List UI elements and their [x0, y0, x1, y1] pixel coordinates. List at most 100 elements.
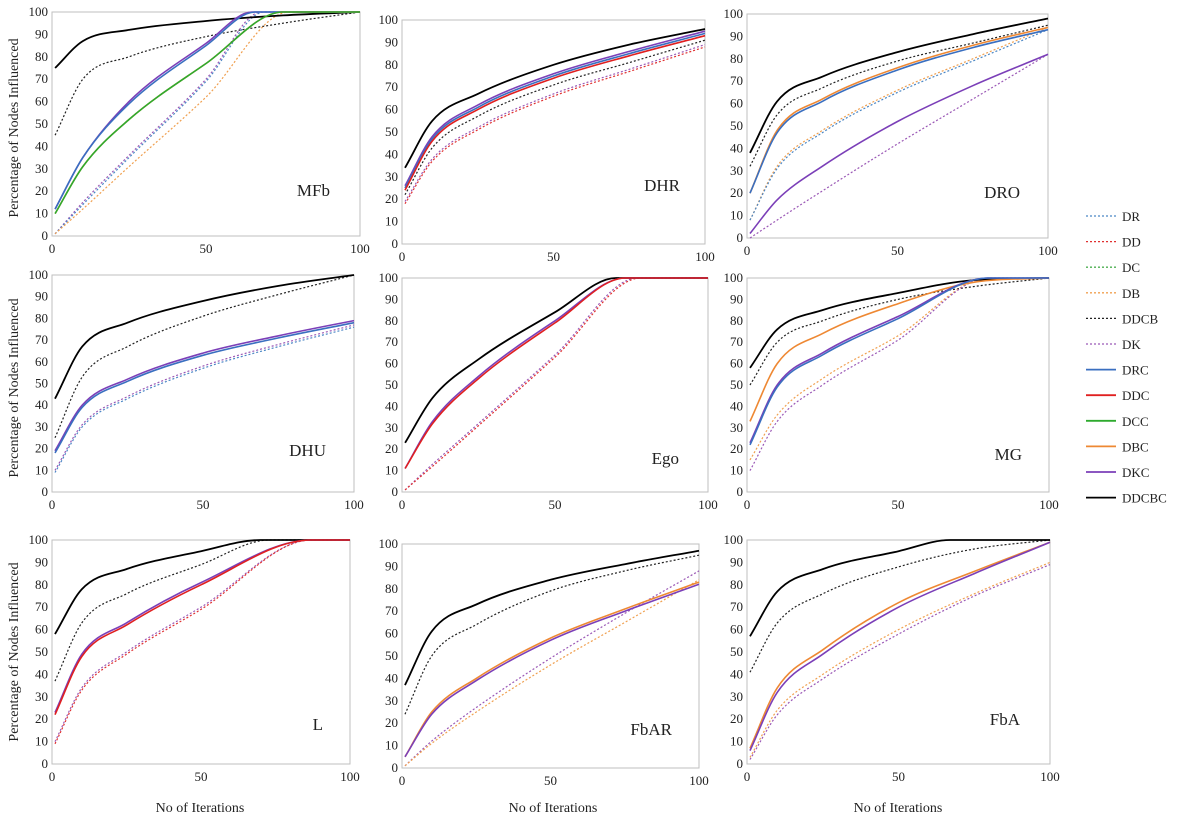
legend-item-DDCB: DDCB — [1086, 311, 1158, 326]
y-tick-label: 10 — [35, 462, 48, 477]
series-line-DK — [54, 539, 350, 742]
series-line-DDCB — [54, 11, 361, 136]
series-line-DKC — [404, 30, 706, 187]
x-tick-label: 0 — [744, 243, 751, 258]
y-tick-label: 80 — [35, 577, 48, 592]
y-tick-label: 100 — [29, 532, 49, 547]
y-tick-label: 0 — [42, 756, 49, 771]
legend-item-DRC: DRC — [1086, 363, 1149, 378]
series-line-DK — [54, 324, 355, 471]
y-tick-label: 30 — [730, 689, 743, 704]
y-tick-label: 10 — [385, 738, 398, 753]
series-line-DR — [54, 11, 360, 235]
y-tick-label: 0 — [737, 484, 744, 499]
series-group — [404, 549, 700, 767]
y-tick-label: 50 — [730, 377, 743, 392]
panel-label: L — [313, 715, 323, 734]
legend-label: DR — [1122, 209, 1140, 224]
legend-label: DC — [1122, 260, 1140, 275]
panel-label: DHU — [289, 441, 326, 460]
y-tick-label: 80 — [730, 313, 743, 328]
y-tick-label: 100 — [29, 267, 49, 282]
plot-area — [51, 274, 355, 493]
x-tick-label: 0 — [49, 769, 56, 784]
legend-label: DK — [1122, 337, 1141, 352]
y-tick-label: 60 — [385, 102, 398, 117]
x-axis-title-col2: No of Iterations — [509, 801, 598, 816]
series-line-DK — [749, 564, 1051, 760]
y-tick-label: 20 — [730, 185, 743, 200]
series-line-DDCB — [404, 39, 706, 196]
x-tick-label: 100 — [689, 773, 709, 788]
y-tick-label: 90 — [385, 34, 398, 49]
y-tick-label: 90 — [730, 554, 743, 569]
series-line-DDC — [404, 34, 706, 191]
x-tick-label: 100 — [698, 497, 718, 512]
y-axis-title-row1: Percentage of Nodes Influenced — [7, 38, 22, 217]
y-tick-label: 10 — [730, 734, 743, 749]
y-tick-label: 0 — [42, 484, 49, 499]
series-line-DDCBC — [749, 17, 1049, 154]
series-line-DDCBC — [54, 539, 350, 635]
plot-area — [51, 11, 361, 237]
legend-item-DKC: DKC — [1086, 465, 1149, 480]
y-tick-label: 70 — [385, 603, 398, 618]
y-tick-label: 20 — [35, 711, 48, 726]
y-tick-label: 30 — [730, 420, 743, 435]
x-tick-label: 50 — [549, 497, 562, 512]
y-tick-label: 80 — [35, 49, 48, 64]
plot-area — [401, 543, 700, 769]
y-tick-label: 100 — [379, 270, 399, 285]
series-line-DDCBC — [404, 28, 706, 169]
y-tick-label: 60 — [385, 626, 398, 641]
series-line-DDCBC — [404, 549, 700, 686]
series-line-DDCBC — [54, 11, 361, 69]
legend-item-DDCBC: DDCBC — [1086, 491, 1167, 506]
y-tick-label: 70 — [730, 73, 743, 88]
y-tick-label: 10 — [730, 208, 743, 223]
series-line-DBC — [749, 541, 1051, 749]
y-tick-label: 20 — [35, 183, 48, 198]
y-tick-label: 10 — [730, 463, 743, 478]
series-line-DDCB — [404, 554, 700, 715]
x-tick-label: 0 — [744, 497, 751, 512]
y-tick-label: 50 — [35, 116, 48, 131]
series-line-DDC — [404, 277, 708, 469]
y-tick-label: 10 — [385, 463, 398, 478]
y-tick-label: 100 — [724, 270, 744, 285]
y-axis-title-row2: Percentage of Nodes Influenced — [7, 298, 22, 477]
y-tick-label: 10 — [35, 734, 48, 749]
panel-L: 0 10 20 30 40 50 60 70 80 90 100 0 50 100 L — [29, 532, 360, 784]
x-tick-label: 0 — [744, 769, 751, 784]
series-group — [404, 28, 706, 205]
y-tick-label: 60 — [730, 96, 743, 111]
y-tick-label: 0 — [737, 230, 744, 245]
plot-area — [746, 13, 1049, 239]
legend-label: DDC — [1122, 388, 1149, 403]
y-tick-label: 30 — [35, 419, 48, 434]
x-tick-label: 100 — [344, 497, 364, 512]
y-tick-label: 60 — [35, 94, 48, 109]
y-tick-label: 70 — [385, 79, 398, 94]
x-tick-label: 0 — [399, 773, 406, 788]
y-tick-label: 80 — [385, 313, 398, 328]
x-axis-title-col3: No of Iterations — [854, 801, 943, 816]
x-tick-label: 50 — [197, 497, 210, 512]
panel-DHU: 0 10 20 30 40 50 60 70 80 90 100 0 50 100 DHU — [29, 267, 364, 512]
series-line-DBC — [404, 581, 700, 758]
y-tick-label: 70 — [385, 334, 398, 349]
y-tick-label: 90 — [385, 558, 398, 573]
x-tick-label: 50 — [547, 249, 560, 264]
legend-label: DB — [1122, 286, 1140, 301]
series-group — [749, 17, 1049, 239]
series-line-DDCBC — [749, 539, 1050, 637]
legend-label: DDCBC — [1122, 491, 1167, 506]
legend-label: DBC — [1122, 439, 1149, 454]
panel-label: DHR — [644, 176, 681, 195]
y-tick-label: 40 — [385, 398, 398, 413]
x-tick-label: 100 — [1040, 769, 1060, 784]
y-tick-label: 60 — [730, 356, 743, 371]
x-tick-label: 100 — [1039, 497, 1059, 512]
